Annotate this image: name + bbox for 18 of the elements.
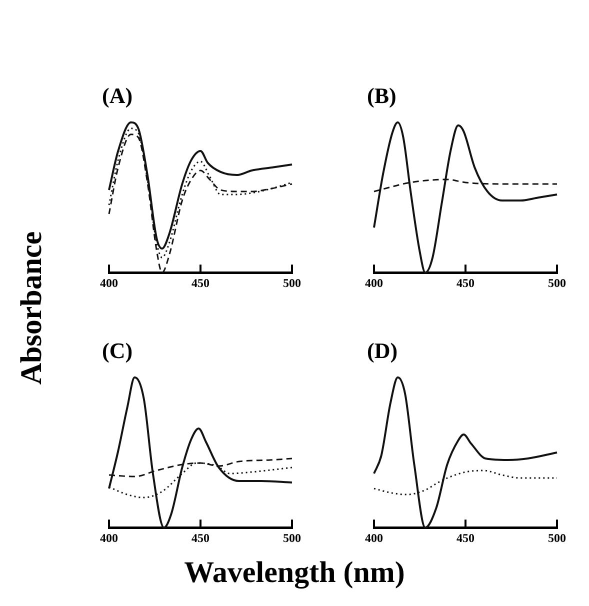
x-axis-title: Wavelength (nm) xyxy=(183,556,406,590)
x-tick-label: 500 xyxy=(548,530,566,545)
chart-title: (B) xyxy=(367,82,396,108)
y-axis-title: Absorbance xyxy=(15,231,49,385)
x-tick-label: 450 xyxy=(192,530,210,545)
x-tick-label: 400 xyxy=(365,276,383,290)
x-tick-label: 400 xyxy=(365,530,383,545)
x-tick-label: 500 xyxy=(283,530,301,545)
x-tick-label: 400 xyxy=(100,530,118,545)
x-tick-label: 500 xyxy=(283,276,301,290)
x-tick-label: 450 xyxy=(456,276,474,290)
x-tick-label: 500 xyxy=(548,276,566,290)
x-tick-label: 400 xyxy=(100,276,118,290)
chart-title: (A) xyxy=(102,82,133,108)
x-tick-label: 450 xyxy=(456,530,474,545)
chart-title: (D) xyxy=(367,338,398,363)
chart-title: (C) xyxy=(102,338,133,363)
x-tick-label: 450 xyxy=(192,276,210,290)
